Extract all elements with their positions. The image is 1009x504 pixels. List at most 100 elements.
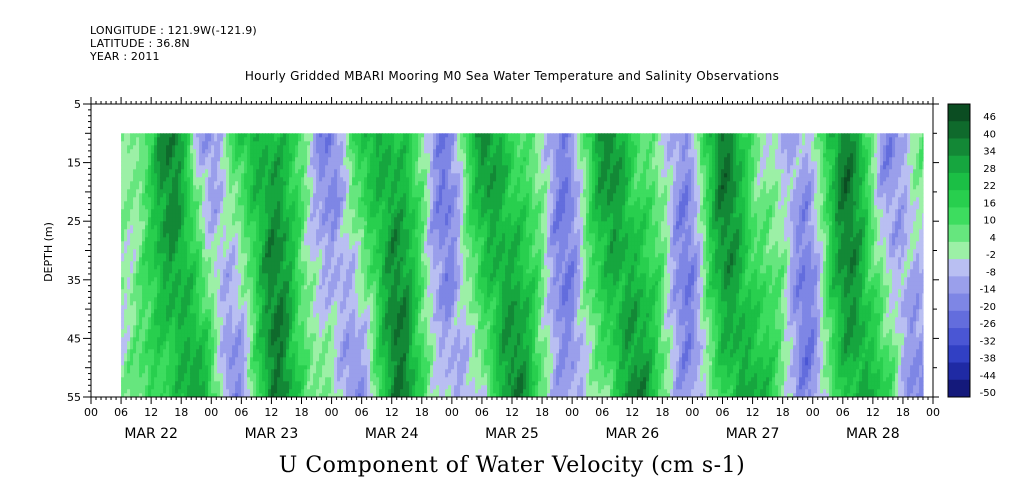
heatmap-cell bbox=[223, 233, 227, 238]
heatmap-cell bbox=[268, 269, 272, 274]
heatmap-cell bbox=[217, 185, 221, 190]
heatmap-cell bbox=[187, 309, 191, 314]
heatmap-cell bbox=[337, 285, 341, 290]
heatmap-cell bbox=[232, 341, 236, 346]
heatmap-cell bbox=[184, 309, 188, 314]
heatmap-cell bbox=[121, 393, 125, 397]
heatmap-cell bbox=[202, 269, 206, 274]
heatmap-cell bbox=[133, 365, 137, 370]
heatmap-cell bbox=[151, 329, 155, 334]
heatmap-cell bbox=[130, 141, 134, 146]
heatmap-cell bbox=[265, 189, 269, 194]
heatmap-cell bbox=[307, 173, 311, 178]
heatmap-cell bbox=[271, 217, 275, 222]
heatmap-cell bbox=[337, 297, 341, 302]
heatmap-cell bbox=[262, 309, 266, 314]
heatmap-cell bbox=[163, 301, 167, 306]
heatmap-cell bbox=[193, 149, 197, 154]
heatmap-cell bbox=[337, 293, 341, 298]
heatmap-cell bbox=[241, 361, 245, 366]
heatmap-cell bbox=[130, 357, 134, 362]
heatmap-cell bbox=[247, 165, 251, 170]
heatmap-cell bbox=[241, 145, 245, 150]
heatmap-cell bbox=[238, 293, 242, 298]
heatmap-cell bbox=[193, 365, 197, 370]
heatmap-cell bbox=[316, 293, 320, 298]
heatmap-cell bbox=[166, 185, 170, 190]
heatmap-cell bbox=[166, 373, 170, 378]
heatmap-cell bbox=[256, 349, 260, 354]
heatmap-cell bbox=[316, 157, 320, 162]
heatmap-cell bbox=[310, 181, 314, 186]
heatmap-cell bbox=[241, 273, 245, 278]
heatmap-cell bbox=[313, 221, 317, 226]
heatmap-cell bbox=[151, 141, 155, 146]
heatmap-cell bbox=[283, 305, 287, 310]
heatmap-cell bbox=[154, 217, 158, 222]
heatmap-cell bbox=[304, 157, 308, 162]
heatmap-cell bbox=[289, 177, 293, 182]
heatmap-cell bbox=[304, 277, 308, 282]
heatmap-cell bbox=[202, 197, 206, 202]
heatmap-cell bbox=[124, 177, 128, 182]
heatmap-cell bbox=[136, 157, 140, 162]
heatmap-cell bbox=[220, 325, 224, 330]
heatmap-cell bbox=[226, 285, 230, 290]
heatmap-cell bbox=[304, 353, 308, 358]
heatmap-cell bbox=[235, 377, 239, 382]
heatmap-cell bbox=[340, 133, 344, 138]
heatmap-cell bbox=[178, 297, 182, 302]
heatmap-cell bbox=[244, 265, 248, 270]
heatmap-cell bbox=[307, 189, 311, 194]
heatmap-cell bbox=[310, 269, 314, 274]
heatmap-cell bbox=[298, 381, 302, 386]
heatmap-cell bbox=[139, 209, 143, 214]
heatmap-cell bbox=[274, 389, 278, 394]
heatmap-cell bbox=[205, 333, 209, 338]
heatmap-cell bbox=[241, 393, 245, 397]
heatmap-cell bbox=[217, 337, 221, 342]
heatmap-cell bbox=[331, 257, 335, 262]
heatmap-cell bbox=[289, 249, 293, 254]
heatmap-cell bbox=[262, 273, 266, 278]
heatmap-cell bbox=[331, 305, 335, 310]
heatmap-cell bbox=[130, 313, 134, 318]
heatmap-cell bbox=[319, 269, 323, 274]
heatmap-cell bbox=[259, 189, 263, 194]
heatmap-cell bbox=[235, 217, 239, 222]
heatmap-cell bbox=[274, 225, 278, 230]
heatmap-cell bbox=[292, 337, 296, 342]
heatmap-cell bbox=[124, 153, 128, 158]
heatmap-cell bbox=[175, 137, 179, 142]
heatmap-cell bbox=[283, 233, 287, 238]
heatmap-cell bbox=[229, 365, 233, 370]
heatmap-cell bbox=[238, 221, 242, 226]
heatmap-cell bbox=[235, 349, 239, 354]
heatmap-cell bbox=[259, 161, 263, 166]
heatmap-cell bbox=[172, 173, 176, 178]
heatmap-cell bbox=[340, 321, 344, 326]
heatmap-cell bbox=[154, 337, 158, 342]
heatmap-cell bbox=[187, 305, 191, 310]
heatmap-cell bbox=[175, 157, 179, 162]
heatmap-cell bbox=[229, 193, 233, 198]
heatmap-cell bbox=[163, 313, 167, 318]
heatmap-cell bbox=[211, 361, 215, 366]
heatmap-cell bbox=[283, 253, 287, 258]
heatmap-cell bbox=[328, 245, 332, 250]
heatmap-cell bbox=[154, 281, 158, 286]
heatmap-cell bbox=[334, 285, 338, 290]
heatmap-cell bbox=[286, 209, 290, 214]
heatmap-cell bbox=[154, 145, 158, 150]
heatmap-cell bbox=[265, 185, 269, 190]
heatmap-cell bbox=[298, 285, 302, 290]
heatmap-cell bbox=[181, 325, 185, 330]
heatmap-cell bbox=[142, 337, 146, 342]
heatmap-cell bbox=[256, 153, 260, 158]
heatmap-cell bbox=[211, 205, 215, 210]
heatmap-cell bbox=[340, 349, 344, 354]
heatmap-cell bbox=[241, 269, 245, 274]
heatmap-cell bbox=[244, 161, 248, 166]
heatmap-cell bbox=[178, 213, 182, 218]
heatmap-cell bbox=[286, 297, 290, 302]
